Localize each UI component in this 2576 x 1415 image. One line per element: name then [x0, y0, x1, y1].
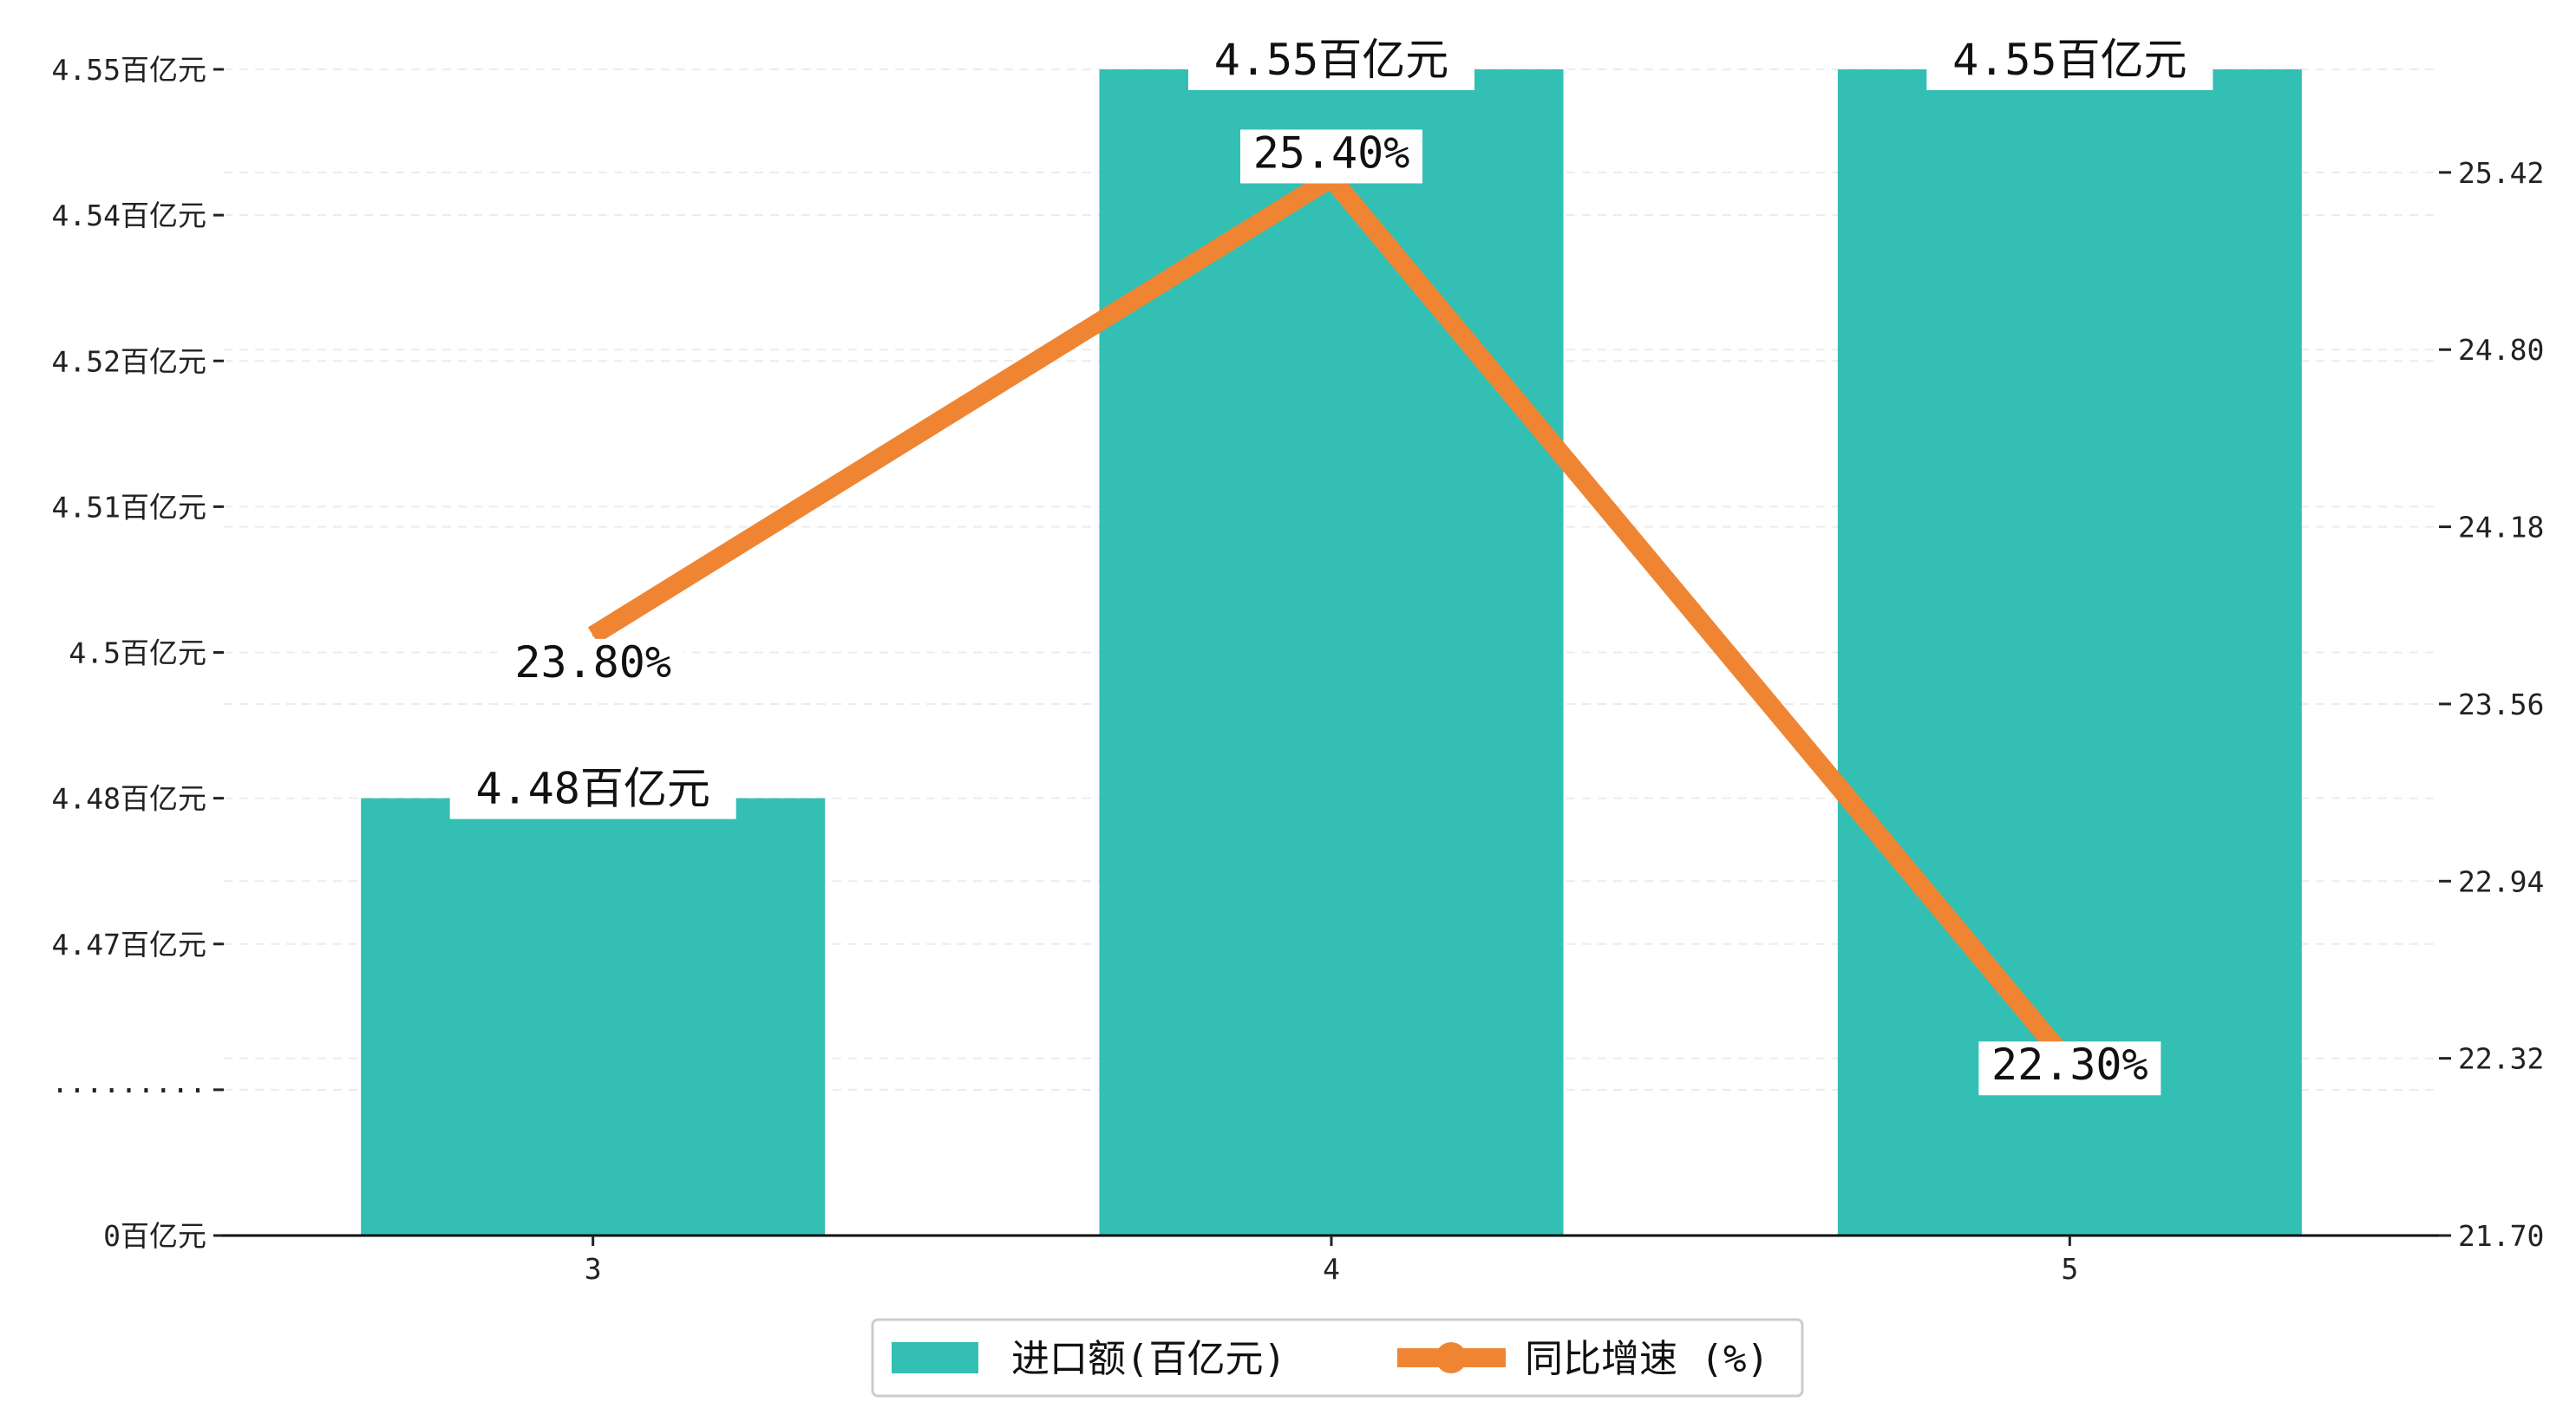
- bar-value-label-box: [1926, 36, 2213, 90]
- left-tick-label: 4.5百亿元: [69, 636, 206, 670]
- bar-value-label-box: [1188, 36, 1474, 90]
- left-tick-label: 4.55百亿元: [52, 53, 206, 87]
- legend-label-line: 同比增速 (%): [1525, 1337, 1769, 1381]
- bar-value-label: 4.55百亿元: [1214, 35, 1448, 85]
- left-tick-label: 4.54百亿元: [52, 199, 206, 232]
- growth-value-label: 22.30%: [1991, 1040, 2148, 1090]
- legend-swatch-bar: [892, 1342, 978, 1373]
- bar-value-label-box: [449, 765, 736, 819]
- right-tick-label: 24.80: [2458, 333, 2544, 367]
- growth-value-label-box: [501, 638, 684, 693]
- bar-3: [361, 798, 826, 1236]
- right-tick-label: 24.18: [2458, 511, 2544, 544]
- growth-point-3: [592, 634, 594, 636]
- left-tick-label: 4.51百亿元: [52, 490, 206, 524]
- left-tick-label: 4.47百亿元: [52, 928, 206, 962]
- x-tick-label: 5: [2061, 1252, 2078, 1286]
- bar-5: [1837, 69, 2302, 1236]
- x-tick-label: 4: [1323, 1252, 1340, 1286]
- legend-marker-line: [1435, 1342, 1467, 1373]
- growth-value-label: 25.40%: [1253, 127, 1410, 178]
- legend-label-bar: 进口额(百亿元): [1011, 1337, 1286, 1381]
- left-tick-label: 0百亿元: [103, 1219, 206, 1253]
- right-tick-label: 23.56: [2458, 688, 2544, 721]
- growth-value-label: 23.80%: [514, 637, 671, 688]
- right-tick-label: 22.32: [2458, 1042, 2544, 1076]
- legend-box: [871, 1318, 1804, 1398]
- bar-value-label: 4.48百亿元: [475, 764, 709, 814]
- right-tick-label: 22.94: [2458, 864, 2544, 898]
- x-tick-label: 3: [585, 1252, 602, 1286]
- growth-value-label-box: [1978, 1041, 2161, 1096]
- left-tick-label: 4.52百亿元: [52, 344, 206, 378]
- left-tick-label: 4.48百亿元: [52, 782, 206, 816]
- right-tick-label: 25.42: [2458, 156, 2544, 190]
- right-tick-label: 21.70: [2458, 1219, 2544, 1253]
- growth-value-label-box: [1240, 129, 1422, 184]
- bar-4: [1099, 69, 1564, 1236]
- bar-value-label: 4.55百亿元: [1952, 35, 2187, 85]
- left-tick-label: ·········: [51, 1073, 206, 1107]
